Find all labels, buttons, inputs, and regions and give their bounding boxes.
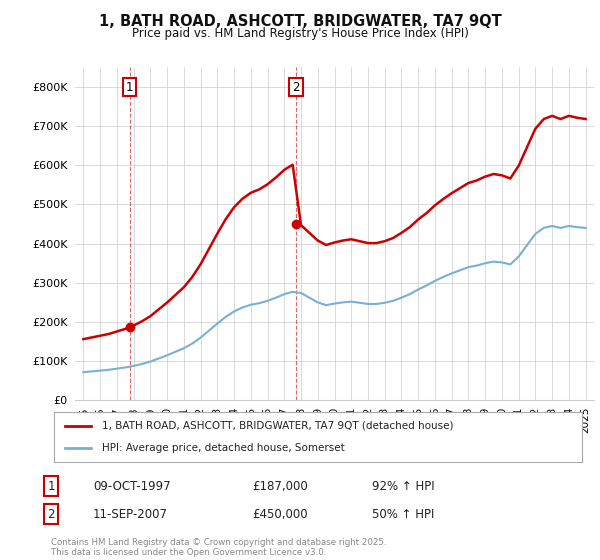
Text: £187,000: £187,000 (252, 479, 308, 493)
Text: Contains HM Land Registry data © Crown copyright and database right 2025.
This d: Contains HM Land Registry data © Crown c… (51, 538, 386, 557)
Text: £450,000: £450,000 (252, 507, 308, 521)
Text: 92% ↑ HPI: 92% ↑ HPI (372, 479, 434, 493)
Text: 1: 1 (47, 479, 55, 493)
Text: 50% ↑ HPI: 50% ↑ HPI (372, 507, 434, 521)
Text: 1, BATH ROAD, ASHCOTT, BRIDGWATER, TA7 9QT: 1, BATH ROAD, ASHCOTT, BRIDGWATER, TA7 9… (98, 14, 502, 29)
Text: 1: 1 (126, 81, 133, 94)
Text: HPI: Average price, detached house, Somerset: HPI: Average price, detached house, Some… (101, 443, 344, 453)
Text: 09-OCT-1997: 09-OCT-1997 (93, 479, 170, 493)
Text: Price paid vs. HM Land Registry's House Price Index (HPI): Price paid vs. HM Land Registry's House … (131, 27, 469, 40)
Text: 2: 2 (292, 81, 299, 94)
Text: 2: 2 (47, 507, 55, 521)
Text: 11-SEP-2007: 11-SEP-2007 (93, 507, 168, 521)
Text: 1, BATH ROAD, ASHCOTT, BRIDGWATER, TA7 9QT (detached house): 1, BATH ROAD, ASHCOTT, BRIDGWATER, TA7 9… (101, 421, 453, 431)
